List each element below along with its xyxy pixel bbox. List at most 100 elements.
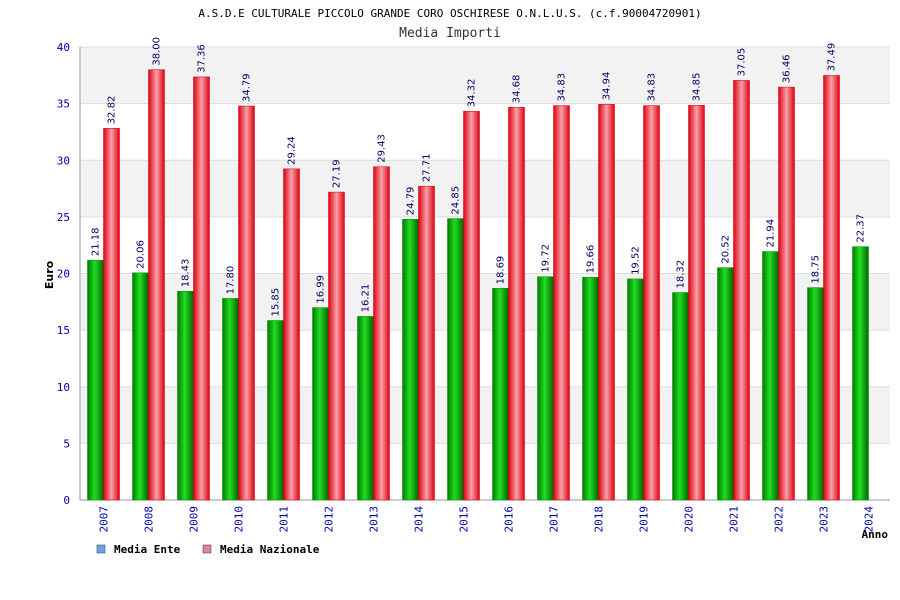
x-tick-label: 2019 xyxy=(638,506,651,533)
x-tick-label: 2016 xyxy=(503,506,516,533)
y-axis-label: Euro xyxy=(43,260,56,289)
data-label: 34.68 xyxy=(512,75,523,104)
data-label: 24.79 xyxy=(406,187,417,216)
bar-media-nazionale-2017 xyxy=(553,105,570,501)
x-tick-label: 2011 xyxy=(278,506,291,533)
plot-background xyxy=(80,47,890,500)
x-tick-label: 2012 xyxy=(323,506,336,533)
plot-band xyxy=(80,273,890,331)
y-tick-label: 0 xyxy=(63,494,70,507)
y-tick-labels: 0 5 10 15 20 25 30 35 40 xyxy=(57,41,70,507)
bar-media-nazionale-2009 xyxy=(193,76,210,501)
data-label: 24.85 xyxy=(451,186,462,215)
data-labels: 21.18 20.06 18.43 17.80 15.85 16.99 16.21 24.79… xyxy=(91,37,867,316)
bar-media-ente-2023 xyxy=(807,287,824,501)
x-tick-label: 2010 xyxy=(233,506,246,533)
x-tick-label: 2022 xyxy=(773,506,786,533)
bar-media-ente-2013 xyxy=(357,316,374,501)
data-label: 18.32 xyxy=(676,260,687,289)
data-label: 37.05 xyxy=(737,48,748,77)
x-tick-label: 2007 xyxy=(98,506,111,533)
data-label: 34.94 xyxy=(602,72,613,101)
bar-media-ente-2024 xyxy=(852,246,869,501)
data-label: 29.24 xyxy=(287,136,298,165)
plot-band xyxy=(80,216,890,274)
plot-band xyxy=(80,47,890,104)
bars xyxy=(87,69,869,501)
legend: Media Ente Media Nazionale xyxy=(96,543,320,556)
data-label: 19.66 xyxy=(586,245,597,274)
data-label: 34.32 xyxy=(467,79,478,108)
bar-media-ente-2011 xyxy=(267,320,284,501)
data-label: 37.36 xyxy=(197,44,208,73)
bar-media-nazionale-2011 xyxy=(283,168,300,501)
bar-media-ente-2009 xyxy=(177,291,194,501)
bar-media-ente-2018 xyxy=(582,277,599,501)
bar-media-ente-2020 xyxy=(672,292,689,501)
data-label: 29.43 xyxy=(377,134,388,163)
legend-label-media-nazionale: Media Nazionale xyxy=(220,543,320,556)
x-tick-label: 2017 xyxy=(548,506,561,533)
y-tick-label: 5 xyxy=(63,437,70,450)
data-label: 15.85 xyxy=(271,288,282,317)
data-label: 32.82 xyxy=(107,96,118,125)
plot-band xyxy=(80,386,890,444)
data-label: 19.52 xyxy=(631,246,642,275)
x-tick-label: 2018 xyxy=(593,506,606,533)
data-label: 34.85 xyxy=(692,73,703,102)
bar-media-nazionale-2018 xyxy=(598,104,615,501)
x-axis-label: Anno xyxy=(862,528,889,541)
bar-media-nazionale-2020 xyxy=(688,105,705,501)
data-label: 37.49 xyxy=(827,43,838,72)
data-label: 18.75 xyxy=(811,255,822,284)
x-tick-labels: 2007 2008 2009 2010 2011 2012 2013 2014 2015 2016… xyxy=(98,506,876,533)
data-label: 36.46 xyxy=(782,54,793,83)
bar-media-ente-2012 xyxy=(312,307,329,501)
legend-label-media-ente: Media Ente xyxy=(114,543,181,556)
bar-media-nazionale-2014 xyxy=(418,185,435,501)
y-tick-label: 10 xyxy=(57,381,70,394)
data-label: 27.71 xyxy=(422,154,433,183)
data-label: 20.52 xyxy=(721,235,732,264)
x-tick-label: 2020 xyxy=(683,506,696,533)
x-tick-label: 2009 xyxy=(188,506,201,533)
bar-media-ente-2017 xyxy=(537,276,554,501)
x-tick-label: 2023 xyxy=(818,506,831,533)
bar-media-nazionale-2021 xyxy=(733,80,750,501)
bar-media-ente-2016 xyxy=(492,288,509,501)
x-tick-label: 2015 xyxy=(458,506,471,533)
x-tick-label: 2014 xyxy=(413,506,426,533)
data-label: 18.69 xyxy=(496,256,507,285)
y-tick-label: 35 xyxy=(57,98,70,111)
legend-swatch-media-ente xyxy=(96,544,106,554)
data-label: 19.72 xyxy=(541,244,552,273)
data-label: 17.80 xyxy=(226,266,237,295)
data-label: 21.18 xyxy=(91,227,102,256)
bar-media-nazionale-2016 xyxy=(508,106,525,501)
data-label: 34.83 xyxy=(647,73,658,102)
x-tick-label: 2021 xyxy=(728,506,741,533)
x-tick-label: 2008 xyxy=(143,506,156,533)
bar-media-ente-2015 xyxy=(447,218,464,501)
bar-media-nazionale-2010 xyxy=(238,105,255,501)
bar-media-ente-2008 xyxy=(132,272,149,501)
data-label: 18.43 xyxy=(181,259,192,288)
data-label: 34.83 xyxy=(557,73,568,102)
bar-media-nazionale-2022 xyxy=(778,86,795,501)
data-label: 21.94 xyxy=(766,219,777,248)
data-label: 34.79 xyxy=(242,73,253,102)
data-label: 16.99 xyxy=(316,275,327,304)
x-tick-label: 2024 xyxy=(863,506,876,533)
plot-band xyxy=(80,103,890,161)
chart-title: A.S.D.E CULTURALE PICCOLO GRANDE CORO OS… xyxy=(198,7,701,20)
bar-media-ente-2019 xyxy=(627,278,644,501)
plot-band xyxy=(80,160,890,217)
bar-media-ente-2021 xyxy=(717,267,734,501)
bar-media-nazionale-2012 xyxy=(328,191,345,501)
data-label: 16.21 xyxy=(361,284,372,313)
bar-media-nazionale-2013 xyxy=(373,166,390,501)
bar-media-ente-2014 xyxy=(402,219,419,501)
chart-subtitle: Media Importi xyxy=(399,26,501,41)
axes xyxy=(79,47,890,501)
